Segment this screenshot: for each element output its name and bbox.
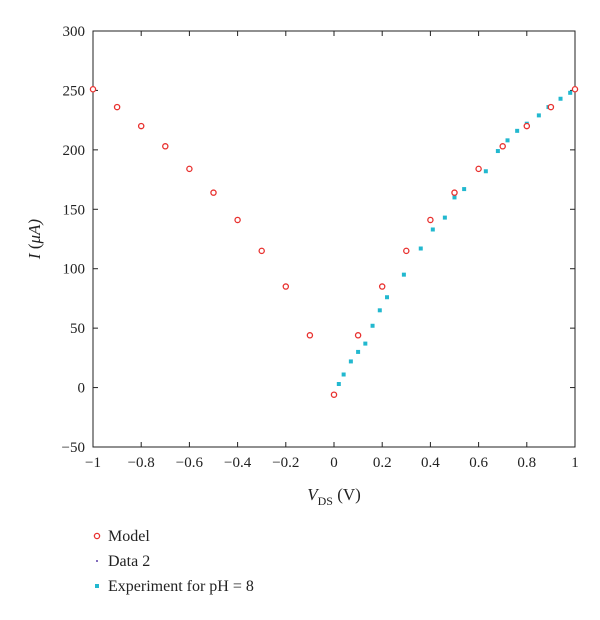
y-tick-label: 0 xyxy=(78,381,86,397)
x-tick-label: −1 xyxy=(85,455,101,471)
y-tick-label: −50 xyxy=(62,440,85,456)
y-tick-label: 50 xyxy=(70,321,85,337)
model-point xyxy=(282,283,290,290)
experiment-point xyxy=(418,246,423,251)
x-tick-label: 1 xyxy=(571,455,579,471)
experiment-point xyxy=(483,169,488,174)
experiment-point xyxy=(558,96,563,101)
y-axis-label: I (μA) xyxy=(25,219,44,261)
model-point xyxy=(378,283,386,290)
experiment-point xyxy=(430,227,435,232)
experiment-point xyxy=(363,341,368,346)
experiment-point xyxy=(370,323,375,328)
experiment-point xyxy=(505,138,510,143)
model-point xyxy=(113,103,121,111)
x-tick-label: −0.6 xyxy=(176,455,204,471)
model-point xyxy=(547,103,555,111)
model-point xyxy=(306,332,314,339)
model-point xyxy=(330,391,338,398)
legend: Model Data 2 Experiment for pH = 8 xyxy=(93,528,254,595)
legend-marker-data2 xyxy=(96,560,98,562)
x-tick-label: 0.8 xyxy=(517,455,536,471)
model-point xyxy=(186,165,193,173)
model-point xyxy=(451,189,458,196)
y-tick-label: 300 xyxy=(63,24,86,40)
x-axis-label-main: V xyxy=(307,485,320,504)
experiment-point xyxy=(341,372,346,377)
experiment-point xyxy=(356,349,361,354)
y-tick-label: 150 xyxy=(63,202,86,218)
experiment-point xyxy=(462,187,467,192)
y-axis-label-main: I xyxy=(25,252,44,260)
experiment-point xyxy=(348,359,353,364)
experiment-point xyxy=(336,382,341,387)
experiment-point xyxy=(452,195,457,200)
model-point xyxy=(258,247,265,255)
legend-marker-model xyxy=(93,532,101,540)
data-marks xyxy=(89,85,579,398)
x-tick-label: 0 xyxy=(330,455,338,471)
experiment-point xyxy=(401,272,406,277)
y-axis-label-unit-prefix: ( xyxy=(25,243,44,253)
experiment-point xyxy=(442,215,447,220)
legend-label-experiment: Experiment for pH = 8 xyxy=(108,578,254,595)
x-axis-label-sub: DS xyxy=(318,494,333,508)
y-axis-label-unit-rest: A) xyxy=(25,219,44,236)
x-tick-label: −0.4 xyxy=(224,455,252,471)
model-point xyxy=(210,189,217,196)
x-tick-label: 0.6 xyxy=(469,455,488,471)
model-point xyxy=(571,85,579,93)
experiment-point xyxy=(495,149,500,154)
x-tick-label: 0.2 xyxy=(373,455,392,471)
x-tick-label: −0.2 xyxy=(272,455,299,471)
y-tick-label: 250 xyxy=(63,83,86,99)
experiment-point xyxy=(568,90,573,95)
model-point xyxy=(427,216,434,224)
model-point xyxy=(137,122,145,130)
x-tick-label: −0.8 xyxy=(128,455,155,471)
model-point xyxy=(354,332,362,339)
model-point xyxy=(475,165,482,173)
experiment-point xyxy=(385,295,390,300)
experiment-point xyxy=(377,308,382,313)
legend-label-data2: Data 2 xyxy=(108,553,150,570)
model-point xyxy=(234,216,241,224)
y-tick-label: 200 xyxy=(63,143,86,159)
legend-label-model: Model xyxy=(108,528,150,545)
x-axis-label-unit: (V) xyxy=(333,485,361,504)
model-point xyxy=(499,143,506,150)
y-tick-label: 100 xyxy=(63,262,86,278)
y-axis-label-mu: μ xyxy=(25,235,44,245)
x-axis-label: VDS (V) xyxy=(307,485,361,508)
x-tick-label: 0.4 xyxy=(421,455,440,471)
experiment-point xyxy=(515,128,520,133)
model-point xyxy=(89,85,97,93)
axis-ticks: −1 −0.8 −0.6 −0.4 −0.2 0 0.2 0.4 0.6 0.8 1 −50 0 50 10… xyxy=(62,24,579,471)
model-point xyxy=(403,247,410,255)
experiment-point xyxy=(536,113,541,118)
model-point xyxy=(162,143,169,150)
plot-frame xyxy=(92,30,576,448)
legend-marker-experiment xyxy=(95,584,99,588)
model-point xyxy=(523,122,531,130)
